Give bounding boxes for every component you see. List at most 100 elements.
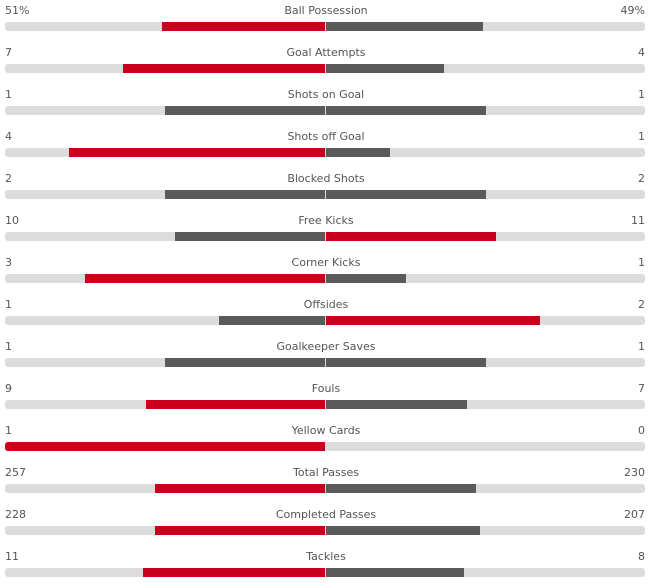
away-value: 0 xyxy=(638,424,645,437)
home-value: 2 xyxy=(5,172,12,185)
away-bar-half xyxy=(325,484,645,493)
away-bar-half xyxy=(325,400,645,409)
home-bar-half xyxy=(5,316,325,325)
stat-row-completed-passes: 228 Completed Passes 207 xyxy=(0,504,652,546)
home-bar-fill xyxy=(5,442,325,451)
home-bar-half xyxy=(5,22,325,31)
home-value: 11 xyxy=(5,550,19,563)
stat-name: Tackles xyxy=(306,550,346,563)
stat-bar-track xyxy=(5,526,645,535)
stat-row-tackles: 11 Tackles 8 xyxy=(0,546,652,588)
away-bar-fill xyxy=(326,64,445,73)
home-value: 10 xyxy=(5,214,19,227)
stat-name: Goal Attempts xyxy=(286,46,366,59)
home-bar-fill xyxy=(142,568,325,577)
away-bar-fill xyxy=(326,148,390,157)
stat-row-blocked-shots: 2 Blocked Shots 2 xyxy=(0,168,652,210)
home-bar-fill xyxy=(155,484,325,493)
away-bar-fill xyxy=(326,316,541,325)
stat-name: Shots on Goal xyxy=(287,88,365,101)
home-bar-half xyxy=(5,442,325,451)
away-bar-fill xyxy=(326,484,477,493)
home-bar-half xyxy=(5,484,325,493)
home-bar-fill xyxy=(145,400,325,409)
home-bar-half xyxy=(5,568,325,577)
stat-name: Free Kicks xyxy=(298,214,354,227)
away-value: 2 xyxy=(638,172,645,185)
home-bar-fill xyxy=(174,232,325,241)
stat-row-shots-off-goal: 4 Shots off Goal 1 xyxy=(0,126,652,168)
away-bar-fill xyxy=(326,400,467,409)
home-bar-fill xyxy=(165,106,325,115)
stat-bar-track xyxy=(5,22,645,31)
stat-name: Total Passes xyxy=(292,466,360,479)
stat-bar-track xyxy=(5,148,645,157)
stat-bar-track xyxy=(5,64,645,73)
stat-bar-track xyxy=(5,106,645,115)
home-value: 9 xyxy=(5,382,12,395)
stat-bar-track xyxy=(5,442,645,451)
away-bar-fill xyxy=(326,190,486,199)
home-value: 4 xyxy=(5,130,12,143)
home-bar-half xyxy=(5,526,325,535)
away-bar-half xyxy=(325,148,645,157)
stat-name: Completed Passes xyxy=(275,508,377,521)
away-value: 1 xyxy=(638,88,645,101)
home-bar-fill xyxy=(165,190,325,199)
away-value: 49% xyxy=(620,4,645,17)
stat-name: Corner Kicks xyxy=(291,256,361,269)
stat-bar-track xyxy=(5,358,645,367)
away-bar-half xyxy=(325,316,645,325)
home-value: 51% xyxy=(5,4,30,17)
stat-row-goal-attempts: 7 Goal Attempts 4 xyxy=(0,42,652,84)
stat-bar-track xyxy=(5,568,645,577)
away-bar-half xyxy=(325,442,645,451)
home-bar-half xyxy=(5,400,325,409)
stat-bar-track xyxy=(5,484,645,493)
away-value: 1 xyxy=(638,256,645,269)
home-bar-half xyxy=(5,64,325,73)
home-value: 1 xyxy=(5,424,12,437)
away-bar-half xyxy=(325,358,645,367)
home-value: 1 xyxy=(5,88,12,101)
away-value: 207 xyxy=(624,508,645,521)
stat-name: Offsides xyxy=(303,298,349,311)
away-value: 1 xyxy=(638,130,645,143)
home-bar-fill xyxy=(69,148,325,157)
stat-row-ball-possession: 51% Ball Possession 49% xyxy=(0,0,652,42)
stat-row-corner-kicks: 3 Corner Kicks 1 xyxy=(0,252,652,294)
stat-name: Shots off Goal xyxy=(287,130,365,143)
away-bar-fill xyxy=(326,232,496,241)
home-value: 257 xyxy=(5,466,26,479)
home-bar-fill xyxy=(165,358,325,367)
away-bar-half xyxy=(325,274,645,283)
stat-row-offsides: 1 Offsides 2 xyxy=(0,294,652,336)
away-bar-half xyxy=(325,64,645,73)
home-value: 228 xyxy=(5,508,26,521)
away-value: 11 xyxy=(631,214,645,227)
away-bar-half xyxy=(325,106,645,115)
home-bar-half xyxy=(5,232,325,241)
away-bar-half xyxy=(325,526,645,535)
home-bar-half xyxy=(5,106,325,115)
away-bar-fill xyxy=(326,22,483,31)
home-bar-half xyxy=(5,190,325,199)
stat-name: Goalkeeper Saves xyxy=(276,340,376,353)
home-value: 7 xyxy=(5,46,12,59)
stat-bar-track xyxy=(5,232,645,241)
home-value: 1 xyxy=(5,298,12,311)
away-value: 230 xyxy=(624,466,645,479)
away-value: 1 xyxy=(638,340,645,353)
away-bar-fill xyxy=(326,106,486,115)
home-value: 3 xyxy=(5,256,12,269)
stat-row-shots-on-goal: 1 Shots on Goal 1 xyxy=(0,84,652,126)
away-bar-half xyxy=(325,568,645,577)
away-value: 4 xyxy=(638,46,645,59)
away-bar-fill xyxy=(326,274,406,283)
stat-row-total-passes: 257 Total Passes 230 xyxy=(0,462,652,504)
stat-row-free-kicks: 10 Free Kicks 11 xyxy=(0,210,652,252)
stat-name: Fouls xyxy=(311,382,341,395)
home-bar-fill xyxy=(123,64,325,73)
stat-row-fouls: 9 Fouls 7 xyxy=(0,378,652,420)
